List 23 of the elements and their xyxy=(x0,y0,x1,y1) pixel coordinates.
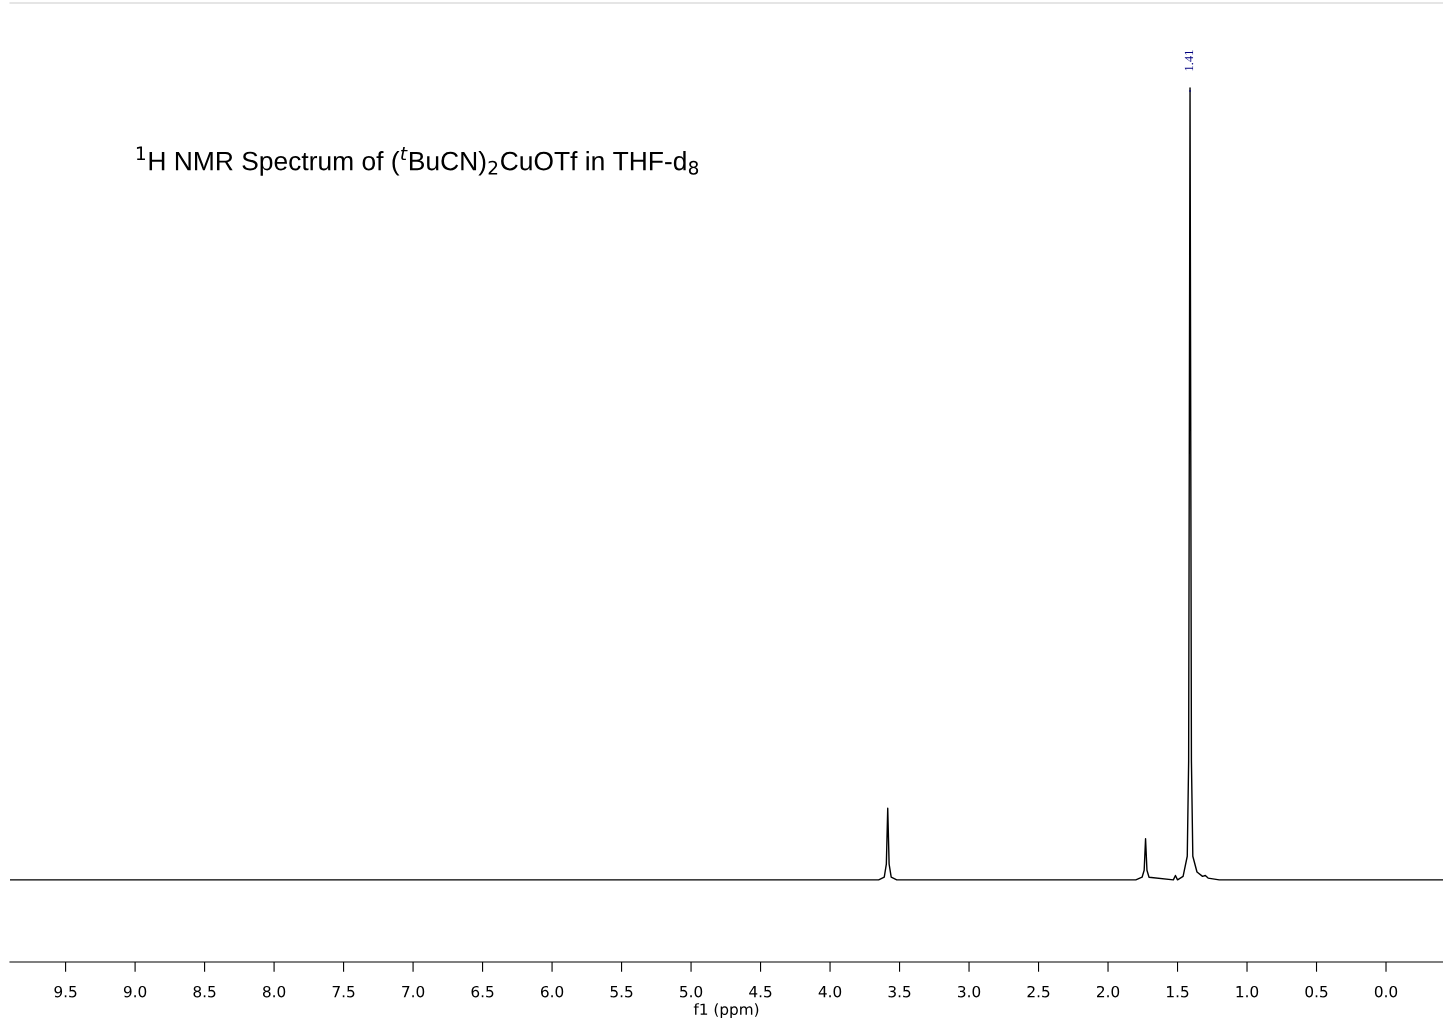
x-tick-label: 2.0 xyxy=(1097,985,1120,998)
x-tick-label: 9.0 xyxy=(123,985,147,998)
x-tick-label: 5.0 xyxy=(680,985,703,998)
x-tick-label: 7.5 xyxy=(332,986,355,998)
x-tick-label: 9.5 xyxy=(54,985,77,998)
x-tick-label: 3.5 xyxy=(888,985,911,998)
x-tick-label: 7.0 xyxy=(402,985,425,998)
x-tick-label: 8.0 xyxy=(262,985,286,998)
x-tick-label: 1.5 xyxy=(1167,986,1189,998)
x-tick-label: 8.5 xyxy=(193,985,216,998)
x-tick-label: 0.5 xyxy=(1305,985,1328,998)
x-axis-title: f1 (ppm) xyxy=(693,1003,759,1018)
x-tick-label: 6.5 xyxy=(471,985,494,998)
x-tick-label: 0.0 xyxy=(1374,985,1398,998)
annotation: 1.41 xyxy=(1184,50,1194,71)
x-tick-label: 2.5 xyxy=(1027,985,1050,998)
x-tick-label: 4.0 xyxy=(818,985,842,998)
x-tick-label: 5.5 xyxy=(610,986,633,998)
x-tick-label: 4.5 xyxy=(749,986,772,998)
x-tick-label: 6.0 xyxy=(540,985,564,998)
x-tick-label: 1.0 xyxy=(1236,985,1259,998)
text: $^{1}$H NMR Spectrum of ($^{t}$BuCN)$_{2}$CuOTf in THF-d$_{8}$ xyxy=(136,146,699,176)
x-tick-label: 3.0 xyxy=(958,985,981,998)
